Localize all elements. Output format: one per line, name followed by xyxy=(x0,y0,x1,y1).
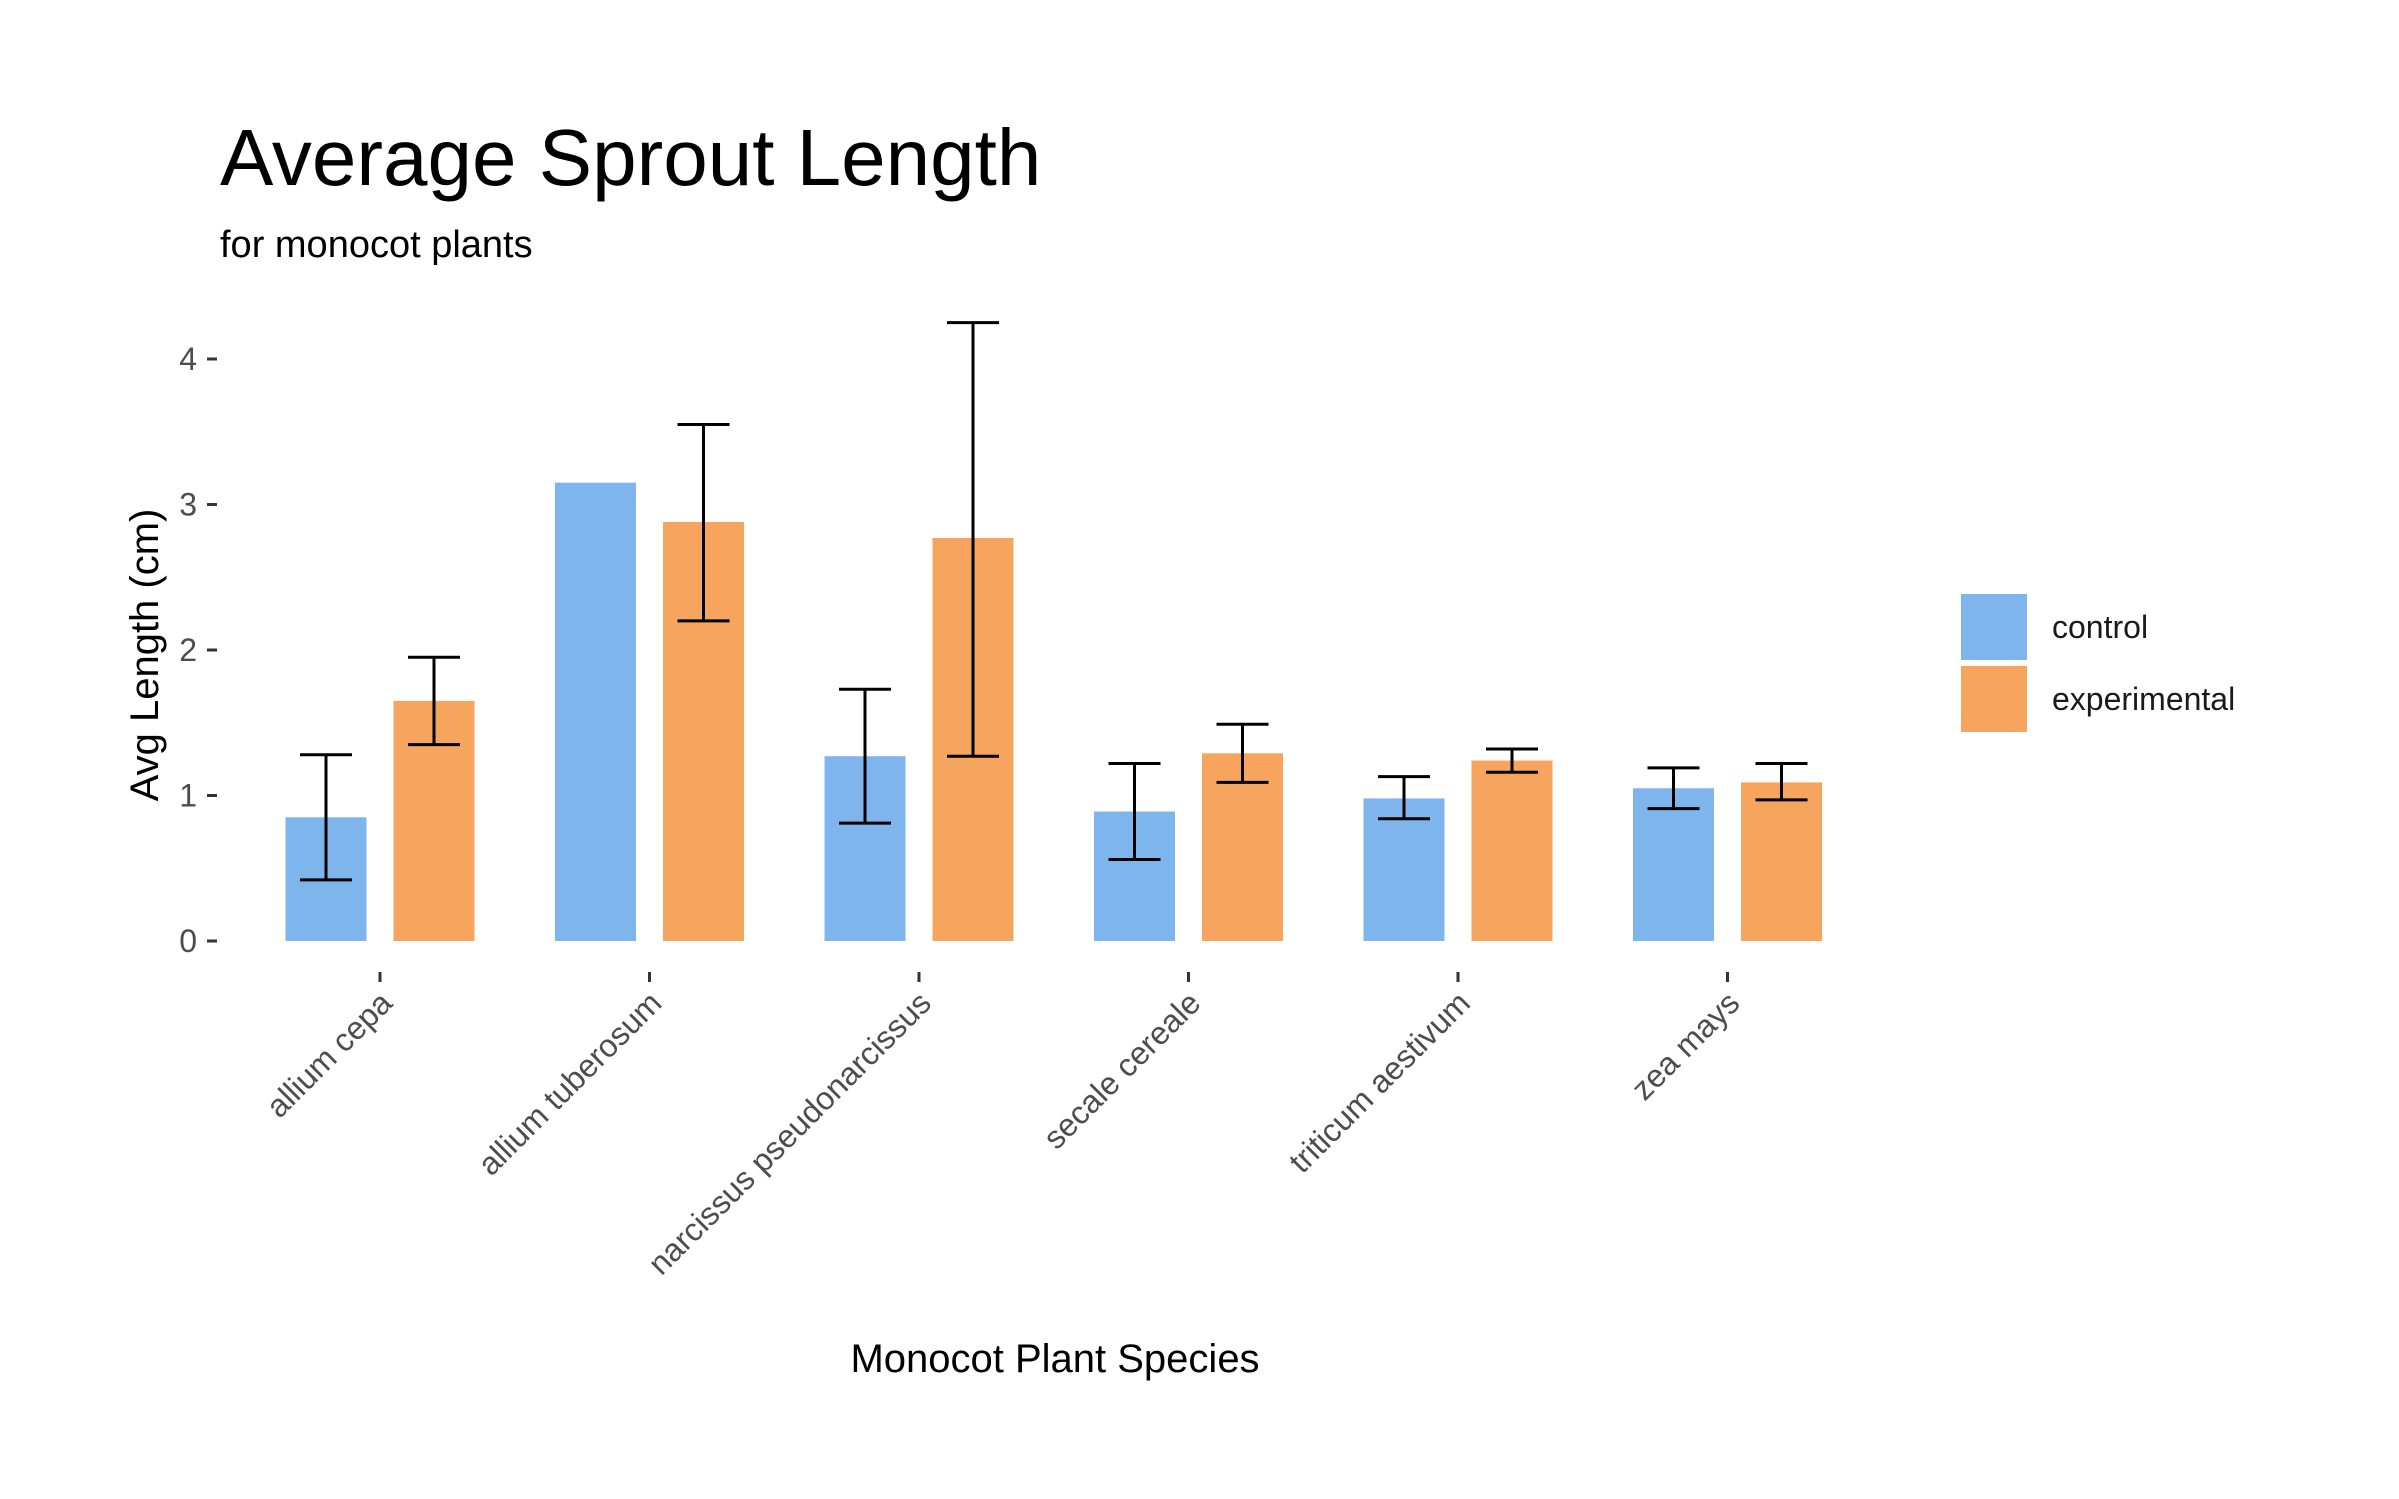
y-tick-label: 4 xyxy=(179,341,197,377)
bar-experimental xyxy=(1741,782,1822,941)
y-tick-label: 3 xyxy=(179,487,197,523)
error-bar-experimental xyxy=(947,321,999,758)
error-bar-experimental xyxy=(1486,747,1538,774)
error-bars xyxy=(300,321,1808,882)
x-tick-label: allium cepa xyxy=(259,984,399,1124)
error-bar-control xyxy=(839,687,891,825)
chart-subtitle: for monocot plants xyxy=(220,224,533,266)
x-tick-label: narcissus pseudonarcissus xyxy=(641,984,938,1281)
legend-label-experimental: experimental xyxy=(2052,681,2235,717)
y-tick-label: 0 xyxy=(179,923,197,959)
bar-experimental xyxy=(1471,760,1553,941)
error-bar-control xyxy=(1108,761,1161,862)
bar-control xyxy=(1363,798,1445,941)
y-axis-title: Avg Length (cm) xyxy=(123,509,167,802)
chart-title: Average Sprout Length xyxy=(220,113,1041,202)
legend: control experimental xyxy=(1961,594,2235,732)
error-bar-control xyxy=(1647,766,1700,811)
bars xyxy=(285,482,1822,941)
legend-key-control xyxy=(1961,594,2027,660)
error-bar-experimental xyxy=(408,655,460,747)
x-tick-label: allium tuberosum xyxy=(471,984,669,1182)
y-tick-label: 1 xyxy=(179,778,197,814)
legend-key-experimental xyxy=(1961,666,2027,732)
x-tick-label: secale cereale xyxy=(1036,984,1207,1155)
error-bar-experimental xyxy=(677,422,730,623)
y-axis: 0 1 2 3 4 xyxy=(179,341,217,959)
y-tick-label: 2 xyxy=(179,632,197,668)
error-bar-experimental xyxy=(1216,722,1269,784)
error-bar-control xyxy=(300,753,352,882)
x-axis-title: Monocot Plant Species xyxy=(850,1337,1259,1381)
error-bar-control xyxy=(1378,775,1430,821)
x-tick-label: triticum aestivum xyxy=(1282,984,1477,1179)
legend-label-control: control xyxy=(2052,609,2148,645)
bar-control xyxy=(1633,788,1714,941)
x-tick-label: zea mays xyxy=(1624,984,1746,1106)
error-bar-experimental xyxy=(1755,761,1808,802)
bar-experimental xyxy=(1202,753,1283,941)
bar-control xyxy=(555,482,636,941)
